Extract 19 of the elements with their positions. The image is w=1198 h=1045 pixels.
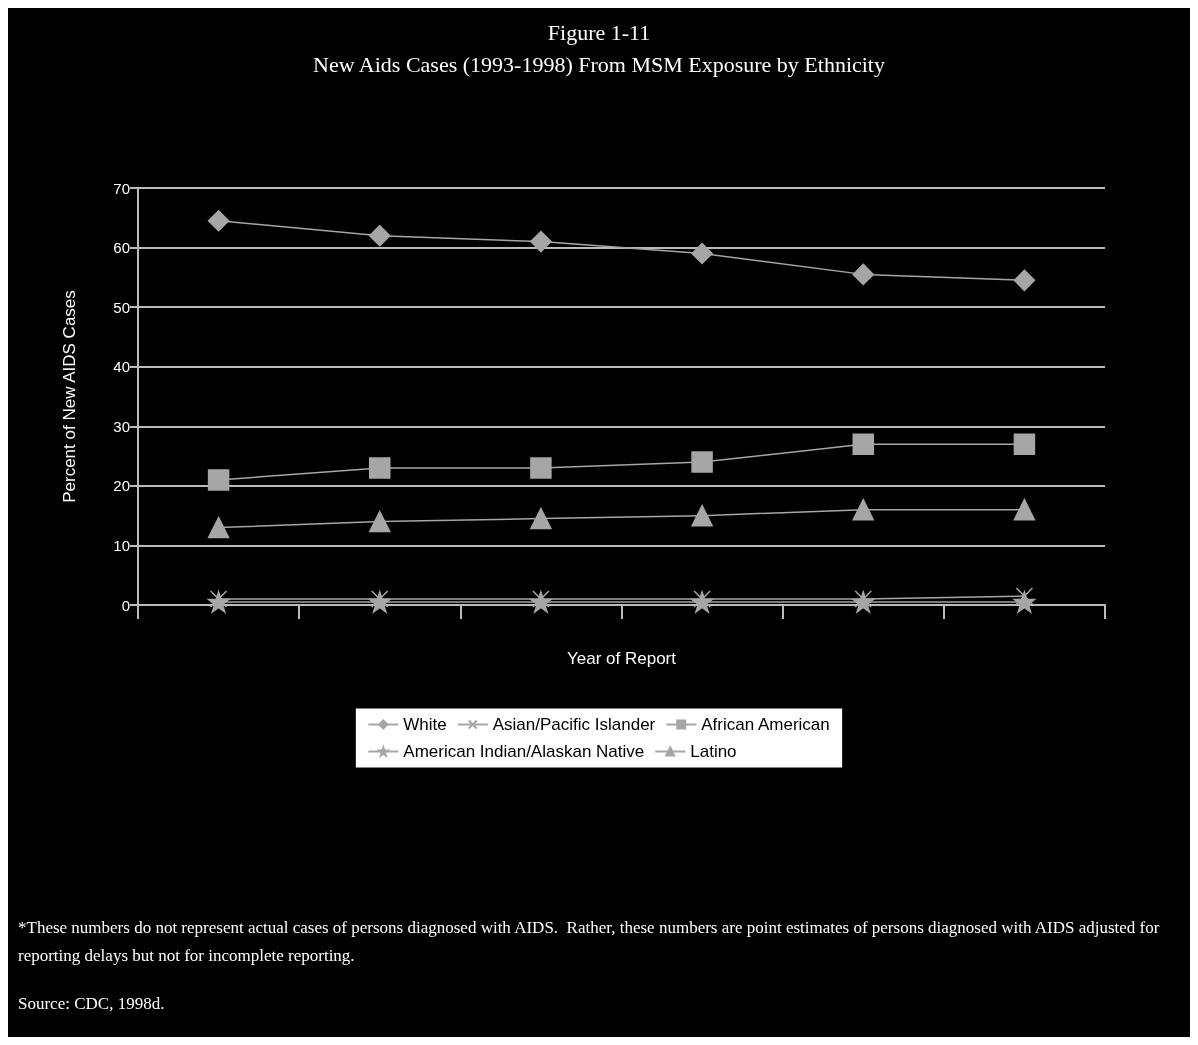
legend-label: American Indian/Alaskan Native	[403, 742, 645, 761]
legend-label: Latino	[690, 742, 737, 761]
text: *These numbers do not represent actual cases of persons diagnosed with AIDS. Rather, these numbers are point estimates of persons diagnosed with AIDS adjusted for reporting delays but not for incomplete reporting.	[18, 917, 1164, 965]
chart-title: Figure 1-11	[547, 19, 651, 45]
y-tick-label: 30	[113, 417, 130, 435]
source-note: Source: CDC, 1998d.	[18, 993, 165, 1013]
y-tick-label: 70	[113, 179, 130, 197]
x-axis-title: Year of Report	[567, 649, 677, 668]
y-tick-label: 60	[113, 239, 130, 257]
chart-subtitle: New Aids Cases (1993-1998) From MSM Exposure by Ethnicity	[313, 51, 885, 77]
y-axis-title: Percent of New AIDS Cases	[60, 290, 79, 503]
y-tick-label: 10	[113, 536, 130, 554]
legend-label: White	[403, 715, 447, 734]
y-tick-label: 50	[113, 298, 130, 316]
y-tick-label: 40	[113, 358, 130, 376]
legend-label: Asian/Pacific Islander	[492, 715, 656, 734]
y-tick-label: 0	[121, 596, 130, 614]
y-tick-label: 20	[113, 477, 130, 495]
legend-label: African American	[701, 715, 830, 734]
